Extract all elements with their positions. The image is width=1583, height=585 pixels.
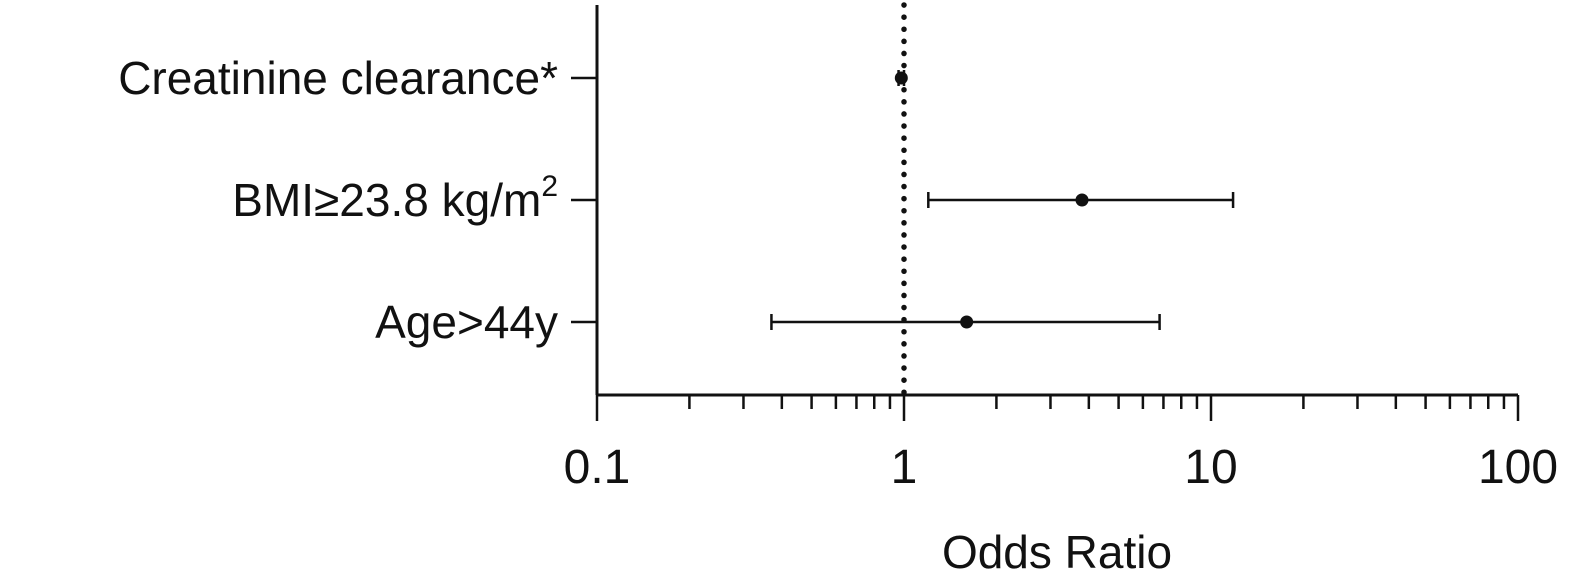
forest-rows: Creatinine clearance* BMI≥23.8 kg/m2 Age>4…	[118, 52, 1235, 348]
row-label: BMI≥23.8 kg/m2	[232, 170, 558, 226]
odds-ratio-point	[960, 315, 974, 329]
x-axis-title: Odds Ratio	[942, 526, 1172, 578]
row-label: Creatinine clearance*	[118, 52, 558, 104]
x-axis-tick-labels: 0.1 1 10 100	[564, 441, 1558, 494]
forest-row: Creatinine clearance*	[118, 52, 908, 104]
x-tick-label: 1	[891, 441, 918, 494]
x-tick-label: 100	[1478, 441, 1558, 494]
forest-row: Age>44y	[375, 296, 1161, 348]
forest-row: BMI≥23.8 kg/m2	[232, 170, 1235, 226]
x-tick-label: 0.1	[564, 441, 631, 494]
x-tick-label: 10	[1184, 441, 1237, 494]
odds-ratio-point	[894, 71, 908, 85]
x-axis-ticks	[595, 395, 1520, 421]
row-label: Age>44y	[375, 296, 558, 348]
odds-ratio-point	[1075, 193, 1089, 207]
